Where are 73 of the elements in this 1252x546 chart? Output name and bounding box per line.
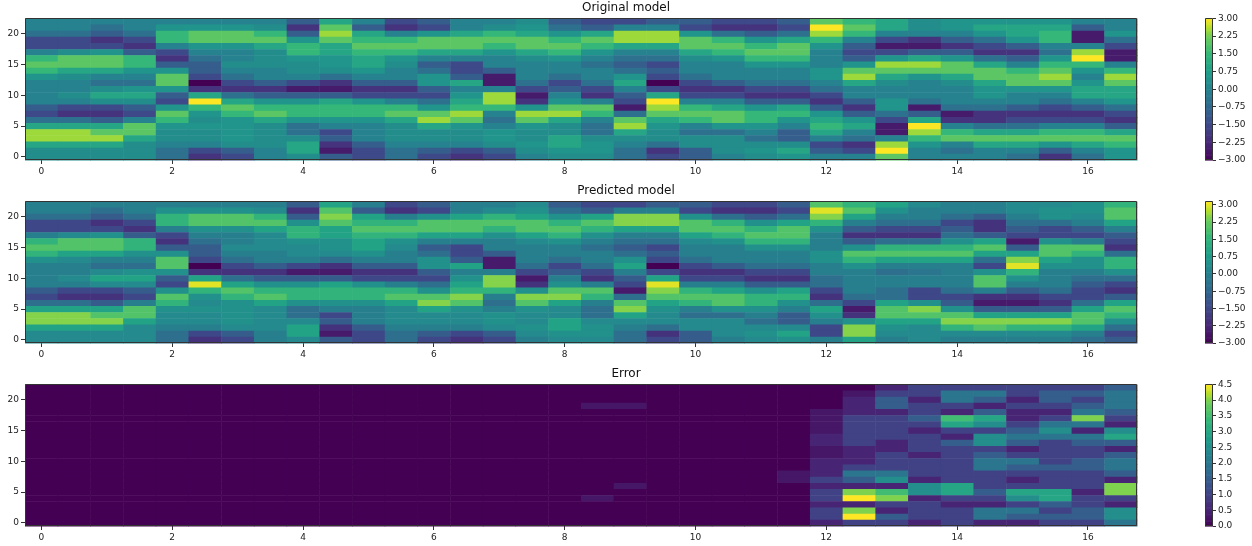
color-bar-label: 0.00	[1218, 268, 1239, 279]
color-bar-label: 2.0	[1218, 457, 1233, 468]
x-tick-label: 16	[1082, 348, 1094, 359]
color-bar-label: 2.5	[1218, 441, 1233, 452]
chart-title: Predicted model	[577, 183, 675, 198]
x-tick-label: 14	[951, 348, 964, 359]
y-tick-label: 10	[7, 455, 20, 466]
color-bar-label: 4.5	[1218, 378, 1233, 389]
x-tick-label: 8	[561, 165, 568, 176]
y-tick-label: 0	[13, 517, 20, 528]
x-tick-label: 0	[38, 165, 45, 176]
chart-title: Error	[611, 366, 641, 381]
x-tick-label: 16	[1082, 531, 1094, 542]
color-bar-label: 2.25	[1218, 216, 1239, 227]
color-bar-label: 0.0	[1218, 520, 1233, 531]
color-bar-label: 0.75	[1218, 65, 1239, 76]
color-bar-label: −1.50	[1218, 302, 1246, 313]
color-bar-label: 0.5	[1218, 504, 1233, 515]
y-tick-label: 5	[13, 486, 19, 497]
color-bar-label: 2.25	[1218, 30, 1239, 41]
color-bar-label: −0.75	[1218, 285, 1246, 296]
color-bar-label: −3.00	[1218, 154, 1246, 165]
y-tick-label: 15	[7, 424, 19, 435]
x-tick-label: 12	[820, 348, 833, 359]
y-tick-label: 20	[7, 394, 20, 405]
x-tick-label: 6	[430, 348, 437, 359]
x-tick-label: 16	[1082, 165, 1094, 176]
y-tick-label: 15	[7, 241, 19, 252]
x-tick-label: 0	[38, 348, 45, 359]
x-tick-label: 2	[169, 165, 176, 176]
color-bar-label: 3.5	[1218, 410, 1233, 421]
x-tick-label: 6	[430, 531, 437, 542]
y-tick-label: 20	[7, 28, 20, 39]
y-tick-label: 5	[13, 120, 19, 131]
color-bar-label: 3.0	[1218, 425, 1233, 436]
x-tick-label: 10	[689, 165, 702, 176]
y-tick-label: 15	[7, 58, 19, 69]
color-bar-label: 3.00	[1218, 12, 1239, 23]
color-bar-label: 1.0	[1218, 488, 1233, 499]
y-tick-label: 10	[7, 272, 20, 283]
x-tick-label: 8	[561, 348, 568, 359]
x-tick-label: 2	[169, 531, 176, 542]
chart-title: Original model	[581, 0, 671, 15]
x-tick-label: 12	[820, 531, 833, 542]
x-tick-label: 6	[430, 165, 437, 176]
x-tick-label: 2	[169, 348, 176, 359]
color-bar-label: 3.00	[1218, 199, 1239, 210]
x-tick-label: 0	[38, 531, 45, 542]
x-tick-label: 4	[300, 531, 307, 542]
color-bar-label: −2.25	[1218, 320, 1246, 331]
color-bar-label: −2.25	[1218, 136, 1246, 147]
x-tick-label: 12	[820, 165, 833, 176]
color-bar-label: 1.50	[1218, 233, 1239, 244]
x-tick-label: 4	[300, 165, 307, 176]
x-tick-label: 14	[951, 531, 964, 542]
color-bar-label: 1.50	[1218, 48, 1239, 59]
color-bar-label: −1.50	[1218, 118, 1246, 129]
x-tick-label: 4	[300, 348, 307, 359]
color-bar-label: 1.5	[1218, 473, 1233, 484]
color-bar-label: 0.75	[1218, 251, 1239, 261]
x-tick-label: 14	[951, 165, 964, 176]
color-bar-label: −0.75	[1218, 101, 1246, 112]
y-tick-label: 20	[7, 211, 20, 222]
color-bar-label: 4.0	[1218, 394, 1233, 405]
color-bar-label: 0.00	[1218, 83, 1239, 94]
color-bar-label: −3.00	[1218, 337, 1246, 348]
y-tick-label: 0	[13, 151, 20, 162]
x-tick-label: 10	[689, 531, 702, 542]
y-tick-label: 0	[13, 334, 20, 345]
y-tick-label: 5	[13, 303, 19, 314]
y-tick-label: 10	[7, 89, 20, 100]
x-tick-label: 8	[561, 531, 568, 542]
x-tick-label: 10	[689, 348, 702, 359]
